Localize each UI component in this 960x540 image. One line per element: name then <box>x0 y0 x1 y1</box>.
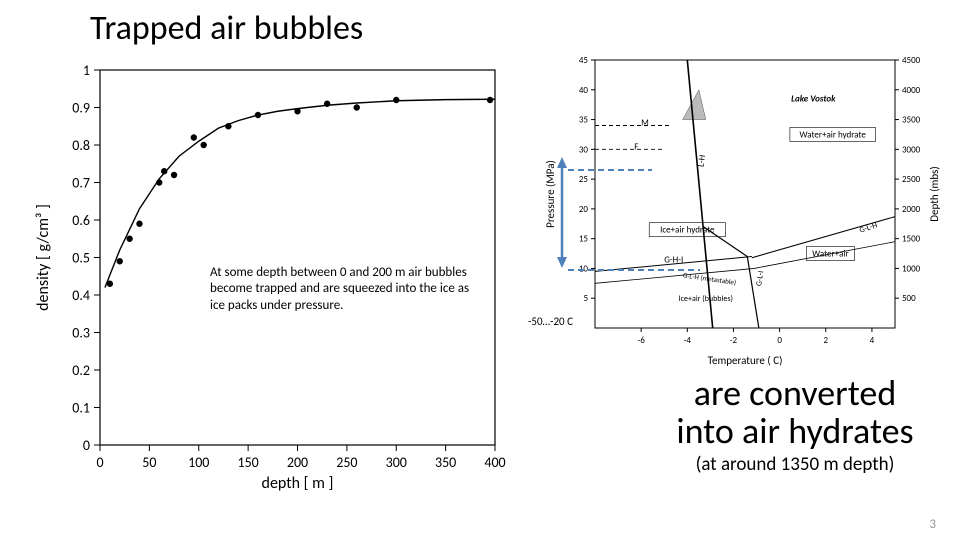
svg-text:-6: -6 <box>637 335 645 346</box>
conversion-line-1: are converted <box>630 375 960 413</box>
svg-text:depth [ m ]: depth [ m ] <box>262 474 334 493</box>
svg-text:1: 1 <box>83 62 90 79</box>
svg-text:35: 35 <box>579 115 589 126</box>
svg-text:30: 30 <box>579 144 589 155</box>
phase-diagram: -6-4-20245101520253035404550010001500200… <box>540 50 950 370</box>
conversion-subtext: (at around 1350 m depth) <box>630 453 960 476</box>
svg-text:Ice+air (bubbles): Ice+air (bubbles) <box>679 294 733 304</box>
svg-text:40: 40 <box>579 85 589 96</box>
svg-text:-4: -4 <box>684 335 692 346</box>
svg-text:4000: 4000 <box>902 85 921 96</box>
svg-text:4500: 4500 <box>902 55 921 66</box>
svg-text:1500: 1500 <box>902 234 921 245</box>
svg-text:3500: 3500 <box>902 115 921 126</box>
svg-text:Pressure (MPa): Pressure (MPa) <box>544 160 557 228</box>
svg-text:Lake Vostok: Lake Vostok <box>791 94 836 105</box>
svg-text:2000: 2000 <box>902 204 921 215</box>
svg-text:0.5: 0.5 <box>72 250 90 267</box>
svg-text:G-H-I: G-H-I <box>664 254 683 265</box>
svg-text:2: 2 <box>823 335 828 346</box>
svg-text:G-L-I: G-L-I <box>754 270 766 287</box>
svg-text:50: 50 <box>142 454 156 471</box>
svg-text:0.3: 0.3 <box>72 325 90 342</box>
svg-text:4: 4 <box>870 335 875 346</box>
svg-text:0: 0 <box>777 335 782 346</box>
svg-text:0.9: 0.9 <box>72 100 90 117</box>
svg-text:15: 15 <box>579 234 589 245</box>
svg-text:-2: -2 <box>730 335 738 346</box>
svg-text:0.1: 0.1 <box>72 400 90 417</box>
svg-text:0: 0 <box>83 437 90 454</box>
svg-text:0.2: 0.2 <box>72 362 90 379</box>
svg-text:0: 0 <box>96 454 103 471</box>
svg-text:150: 150 <box>237 454 258 471</box>
svg-text:200: 200 <box>287 454 308 471</box>
svg-text:5: 5 <box>583 293 588 304</box>
svg-text:Depth (mbs): Depth (mbs) <box>928 166 941 221</box>
svg-text:Water+air: Water+air <box>812 249 848 260</box>
slide-title: Trapped air bubbles <box>90 8 363 49</box>
svg-text:1000: 1000 <box>902 263 921 274</box>
svg-text:M: M <box>641 118 649 129</box>
svg-text:F: F <box>634 141 638 152</box>
temperature-range-label: -50…-20 C <box>528 315 573 328</box>
svg-text:20: 20 <box>579 204 589 215</box>
svg-text:25: 25 <box>579 174 589 185</box>
svg-text:500: 500 <box>902 293 916 304</box>
svg-text:45: 45 <box>579 55 589 66</box>
page-number: 3 <box>929 517 936 532</box>
svg-text:0.8: 0.8 <box>72 137 90 154</box>
svg-text:Temperature ( C): Temperature ( C) <box>708 354 783 367</box>
chart-caption: At some depth between 0 and 200 m air bu… <box>210 265 470 314</box>
svg-text:Ice+air hydrate: Ice+air hydrate <box>660 225 715 236</box>
conversion-line-2: into air hydrates <box>630 413 960 451</box>
conversion-text: are converted into air hydrates (at arou… <box>630 375 960 476</box>
svg-text:0.6: 0.6 <box>72 212 90 229</box>
svg-text:2500: 2500 <box>902 174 921 185</box>
svg-text:3000: 3000 <box>902 144 921 155</box>
svg-text:400: 400 <box>484 454 505 471</box>
svg-text:10: 10 <box>579 263 589 274</box>
svg-text:L-H: L-H <box>696 154 709 168</box>
svg-text:0.7: 0.7 <box>72 175 90 192</box>
svg-text:Water+air hydrate: Water+air hydrate <box>800 129 867 140</box>
svg-text:250: 250 <box>336 454 357 471</box>
svg-text:0.4: 0.4 <box>72 287 90 304</box>
svg-text:100: 100 <box>188 454 209 471</box>
svg-text:300: 300 <box>386 454 407 471</box>
svg-text:density [ g/cm³ ]: density [ g/cm³ ] <box>34 204 53 311</box>
svg-text:350: 350 <box>435 454 456 471</box>
svg-text:G-L-H: G-L-H <box>858 220 879 235</box>
